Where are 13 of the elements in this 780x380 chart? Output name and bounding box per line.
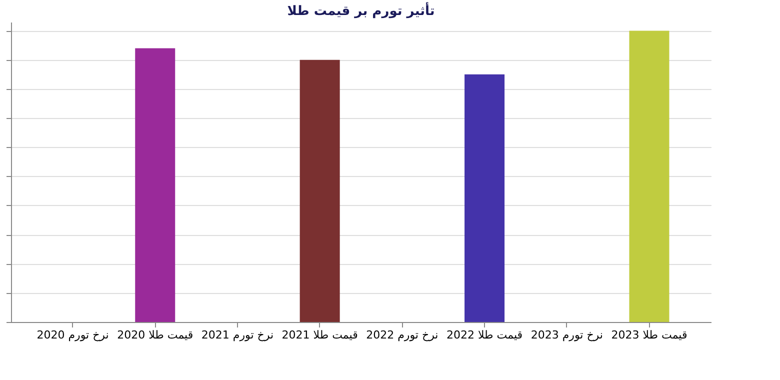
bar xyxy=(629,30,670,322)
x-tick-label: نرخ تورم 2020 xyxy=(36,328,109,342)
x-tick-label: قیمت طلا 2022 xyxy=(446,328,523,342)
x-tick-label: نرخ تورم 2022 xyxy=(366,328,438,342)
x-tick-label: نرخ تورم 2023 xyxy=(530,328,603,342)
x-tick-label: قیمت طلا 2021 xyxy=(282,328,358,342)
x-tick-label: نرخ تورم 2021 xyxy=(201,328,274,342)
x-tick-label: قیمت طلا 2023 xyxy=(611,328,688,342)
x-tick-label: قیمت طلا 2020 xyxy=(117,328,194,342)
bar xyxy=(464,74,505,322)
chart-title: تأثیر تورم بر قیمت طلا xyxy=(287,2,435,19)
bar xyxy=(300,60,340,322)
bar xyxy=(135,48,176,322)
